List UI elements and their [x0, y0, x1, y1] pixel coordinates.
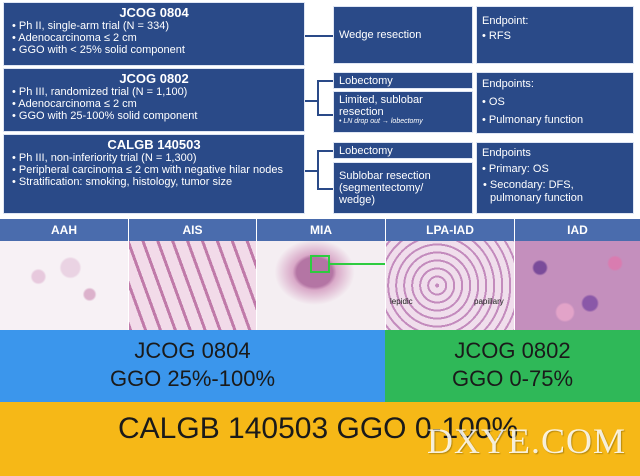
trial-box-calgb140503: CALGB 140503 • Ph III, non-inferiority t…	[3, 134, 305, 214]
arrow-connector	[317, 80, 333, 82]
trial-bullet: • Adenocarcinoma ≤ 2 cm	[12, 32, 137, 44]
endpoint-title: Endpoint:	[482, 15, 529, 27]
endpoint-item: • Secondary: DFS, pulmonary function	[483, 179, 583, 204]
trial-title: CALGB 140503	[107, 137, 201, 152]
endpoint-title: Endpoints	[482, 147, 531, 159]
trial-box-jcog0804: JCOG 0804 • Ph II, single-arm trial (N =…	[3, 2, 305, 66]
band-line: JCOG 0802	[454, 338, 571, 363]
trial-bullet: • GGO with < 25% solid component	[12, 44, 185, 56]
highlight-line	[330, 263, 385, 265]
histology-panel-iad: IAD	[515, 219, 640, 330]
histology-strip: AAH AIS MIA LPA-IAD lepidic papillary IA…	[0, 219, 640, 330]
watermark: DXYE.COM	[426, 421, 626, 461]
arm-label: Lobectomy	[339, 145, 393, 157]
band-line: GGO 25%-100%	[109, 366, 276, 391]
endpoint-title: Endpoints:	[482, 78, 534, 90]
arm-label: Lobectomy	[339, 75, 393, 87]
jcog0802-band: JCOG 0802 GGO 0-75%	[385, 330, 640, 402]
endpoint-box: Endpoint: • RFS	[476, 6, 634, 64]
arm-box: Wedge resection	[333, 6, 473, 64]
endpoint-item: • Primary: OS	[482, 163, 549, 175]
panel-label: LPA-IAD	[386, 219, 514, 241]
trial-bullet: • GGO with 25-100% solid component	[12, 110, 198, 122]
trial-bullet: • Stratification: smoking, histology, tu…	[12, 176, 233, 188]
histology-panel-aah: AAH	[0, 219, 129, 330]
arm-label: Wedge resection	[339, 29, 422, 41]
histology-panel-ais: AIS	[129, 219, 257, 330]
trial-bullet: • Adenocarcinoma ≤ 2 cm	[12, 98, 137, 110]
trial-box-jcog0802: JCOG 0802 • Ph III, randomized trial (N …	[3, 68, 305, 132]
arm-box: Lobectomy	[333, 72, 473, 89]
arrow-connector	[305, 35, 333, 37]
arm-box: Limited, sublobar resection • LN drop ou…	[333, 91, 473, 133]
arrow-connector	[317, 188, 333, 190]
jcog0804-band: JCOG 0804 GGO 25%-100%	[0, 330, 385, 402]
histology-panel-lpa-iad: LPA-IAD lepidic papillary	[386, 219, 515, 330]
endpoint-item: • RFS	[482, 30, 511, 42]
arrow-connector	[305, 100, 317, 102]
endpoint-item: • OS	[482, 96, 505, 108]
histology-panel-mia: MIA	[257, 219, 386, 330]
highlight-box	[310, 255, 330, 273]
trial-bullet: • Ph II, single-arm trial (N = 334)	[12, 20, 169, 32]
arm-label: Limited, sublobar resection	[339, 94, 423, 118]
calgb-band-text: CALGB 140503 GGO 0-100%	[118, 412, 519, 445]
panel-label: AIS	[129, 219, 256, 241]
calgb-band	[0, 402, 640, 476]
endpoint-box: Endpoints • Primary: OS • Secondary: DFS…	[476, 142, 634, 214]
histology-image: lepidic papillary	[386, 241, 514, 330]
endpoint-box: Endpoints: • OS • Pulmonary function	[476, 72, 634, 134]
arm-label: Sublobar resection (segmentectomy/ wedge…	[339, 170, 431, 206]
trial-title: JCOG 0804	[119, 5, 189, 20]
arrow-connector	[317, 114, 333, 116]
panel-label: IAD	[515, 219, 640, 241]
band-line: GGO 0-75%	[451, 366, 574, 391]
papillary-label: papillary	[474, 297, 504, 306]
endpoint-item: • Pulmonary function	[482, 114, 584, 126]
arm-box: Lobectomy	[333, 142, 473, 159]
arrow-connector	[317, 150, 333, 152]
panel-label: MIA	[257, 219, 385, 241]
arrow-connector	[317, 80, 319, 116]
histology-image	[129, 241, 256, 330]
trial-bullet: • Peripheral carcinoma ≤ 2 cm with negat…	[12, 164, 283, 176]
histology-image	[515, 241, 640, 330]
arrow-connector	[317, 150, 319, 190]
histology-image	[257, 241, 385, 330]
lepidic-label: lepidic	[390, 297, 413, 306]
trial-bullet: • Ph III, non-inferiority trial (N = 1,3…	[12, 152, 197, 164]
histology-image	[0, 241, 128, 330]
arm-note: • LN drop out → lobectomy	[339, 118, 423, 125]
band-line: JCOG 0804	[134, 338, 251, 363]
trial-bullet: • Ph III, randomized trial (N = 1,100)	[12, 86, 188, 98]
trial-title: JCOG 0802	[119, 71, 189, 86]
panel-label: AAH	[0, 219, 128, 241]
arrow-connector	[305, 170, 317, 172]
arm-box: Sublobar resection (segmentectomy/ wedge…	[333, 162, 473, 214]
